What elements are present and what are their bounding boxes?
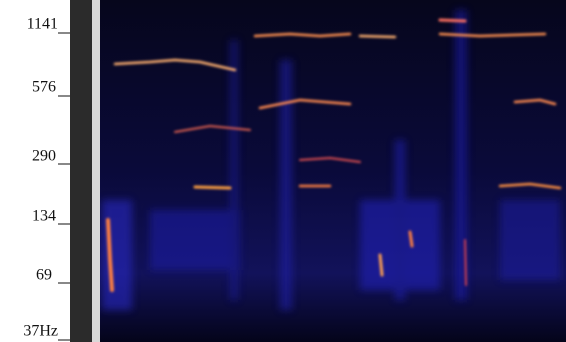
frequency-label: 290 <box>32 148 56 165</box>
frequency-label: 69 <box>36 267 52 284</box>
frequency-label: 134 <box>32 208 56 225</box>
piano-key-white <box>92 0 100 342</box>
frequency-label: 1141 <box>27 16 58 33</box>
frequency-label: 576 <box>32 79 56 96</box>
spectrogram-screenshot: 1141 576 290 134 69 37Hz <box>0 0 566 342</box>
spectrogram-background <box>100 0 566 342</box>
axis-ticks <box>58 33 70 340</box>
frequency-label: 37Hz <box>23 323 58 340</box>
